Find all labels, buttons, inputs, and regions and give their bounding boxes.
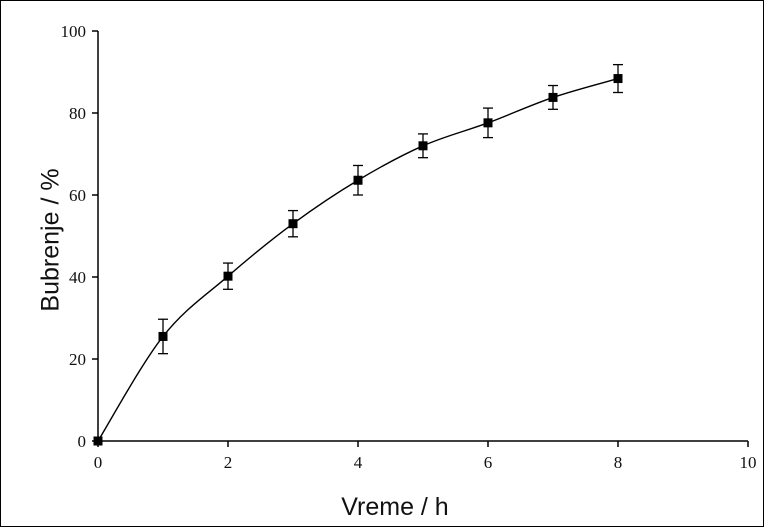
data-point (613, 74, 623, 84)
series-line (97, 77, 619, 442)
x-tick-label: 10 (740, 453, 757, 472)
y-tick-label: 100 (61, 22, 87, 41)
y-tick-label: 40 (69, 268, 86, 287)
axes (97, 31, 748, 442)
x-tick-label: 2 (224, 453, 233, 472)
data-point (93, 436, 103, 446)
x-tick-label: 0 (94, 453, 103, 472)
data-markers (93, 74, 623, 446)
data-point (483, 118, 493, 128)
data-point (548, 92, 558, 102)
y-ticks: 0 20 40 60 80 100 (61, 22, 98, 451)
y-tick-label: 80 (69, 104, 86, 123)
error-bars (158, 63, 623, 355)
y-tick-label: 0 (78, 432, 87, 451)
y-tick-label: 60 (69, 186, 86, 205)
x-tick-label: 6 (484, 453, 493, 472)
x-axis-title: Vreme / h (341, 493, 448, 521)
series-curves (97, 77, 619, 442)
y-axis-title: Bubrenje / % (37, 168, 65, 311)
x-tick-label: 8 (614, 453, 623, 472)
data-point (353, 175, 363, 185)
x-tick-label: 4 (354, 453, 363, 472)
data-point (288, 219, 298, 229)
x-ticks: 0 2 4 6 8 10 (94, 441, 757, 472)
data-point (418, 141, 428, 151)
data-point (223, 271, 233, 281)
data-point (158, 331, 168, 341)
y-tick-label: 20 (69, 350, 86, 369)
